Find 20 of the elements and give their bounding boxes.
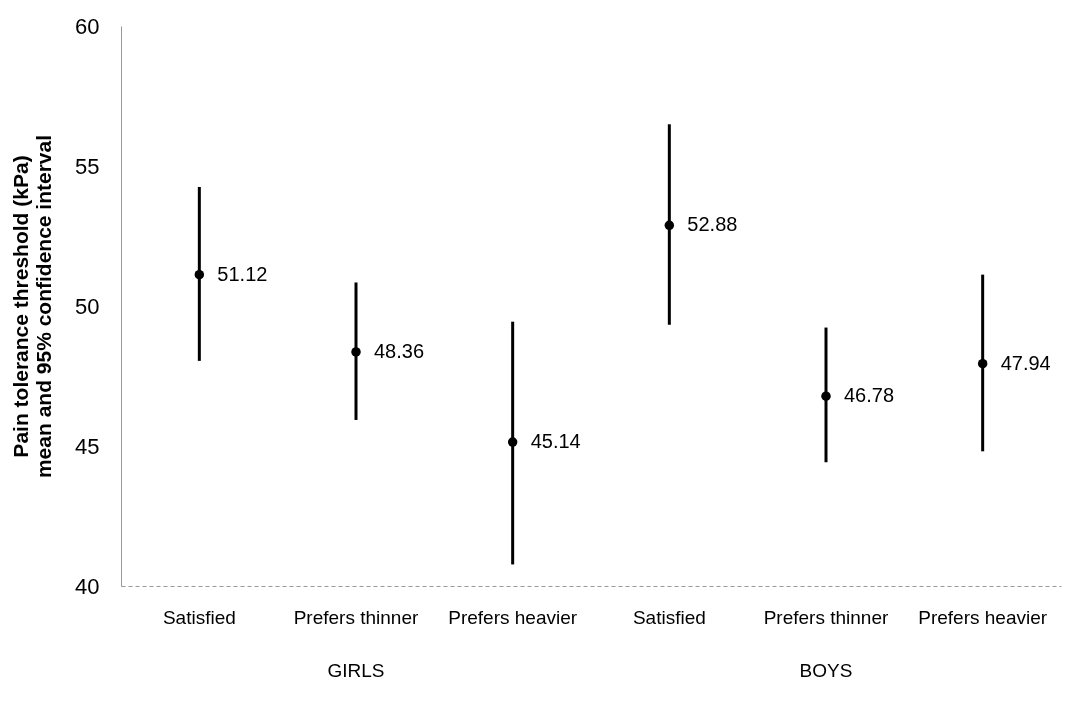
x-tick-label: Prefers thinner — [293, 606, 419, 628]
x-tick-label: Prefers thinner — [763, 606, 889, 628]
y-tick-label: 45 — [75, 433, 100, 459]
data-label: 52.88 — [687, 213, 738, 236]
y-tick-label: 60 — [75, 13, 100, 39]
y-tick-label: 50 — [75, 293, 100, 319]
x-tick-label: Prefers heavier — [918, 606, 1048, 628]
y-tick-label: 55 — [75, 153, 100, 179]
y-axis-title: Pain tolerance threshold (kPa) mean and 95% confidence interval — [9, 134, 56, 479]
data-label: 46.78 — [844, 384, 895, 407]
text: GIRLS — [327, 660, 385, 681]
x-tick-label: Satisfied — [162, 606, 236, 628]
x-tick-label: Satisfied — [632, 606, 706, 628]
data-label: 45.14 — [530, 430, 581, 453]
data-label: 51.12 — [217, 262, 268, 285]
y-tick-label: 40 — [75, 573, 100, 599]
data-label: 48.36 — [374, 339, 425, 362]
text: BOYS — [799, 660, 853, 681]
data-label: 47.94 — [1000, 351, 1051, 374]
x-tick-label: Prefers heavier — [448, 606, 578, 628]
